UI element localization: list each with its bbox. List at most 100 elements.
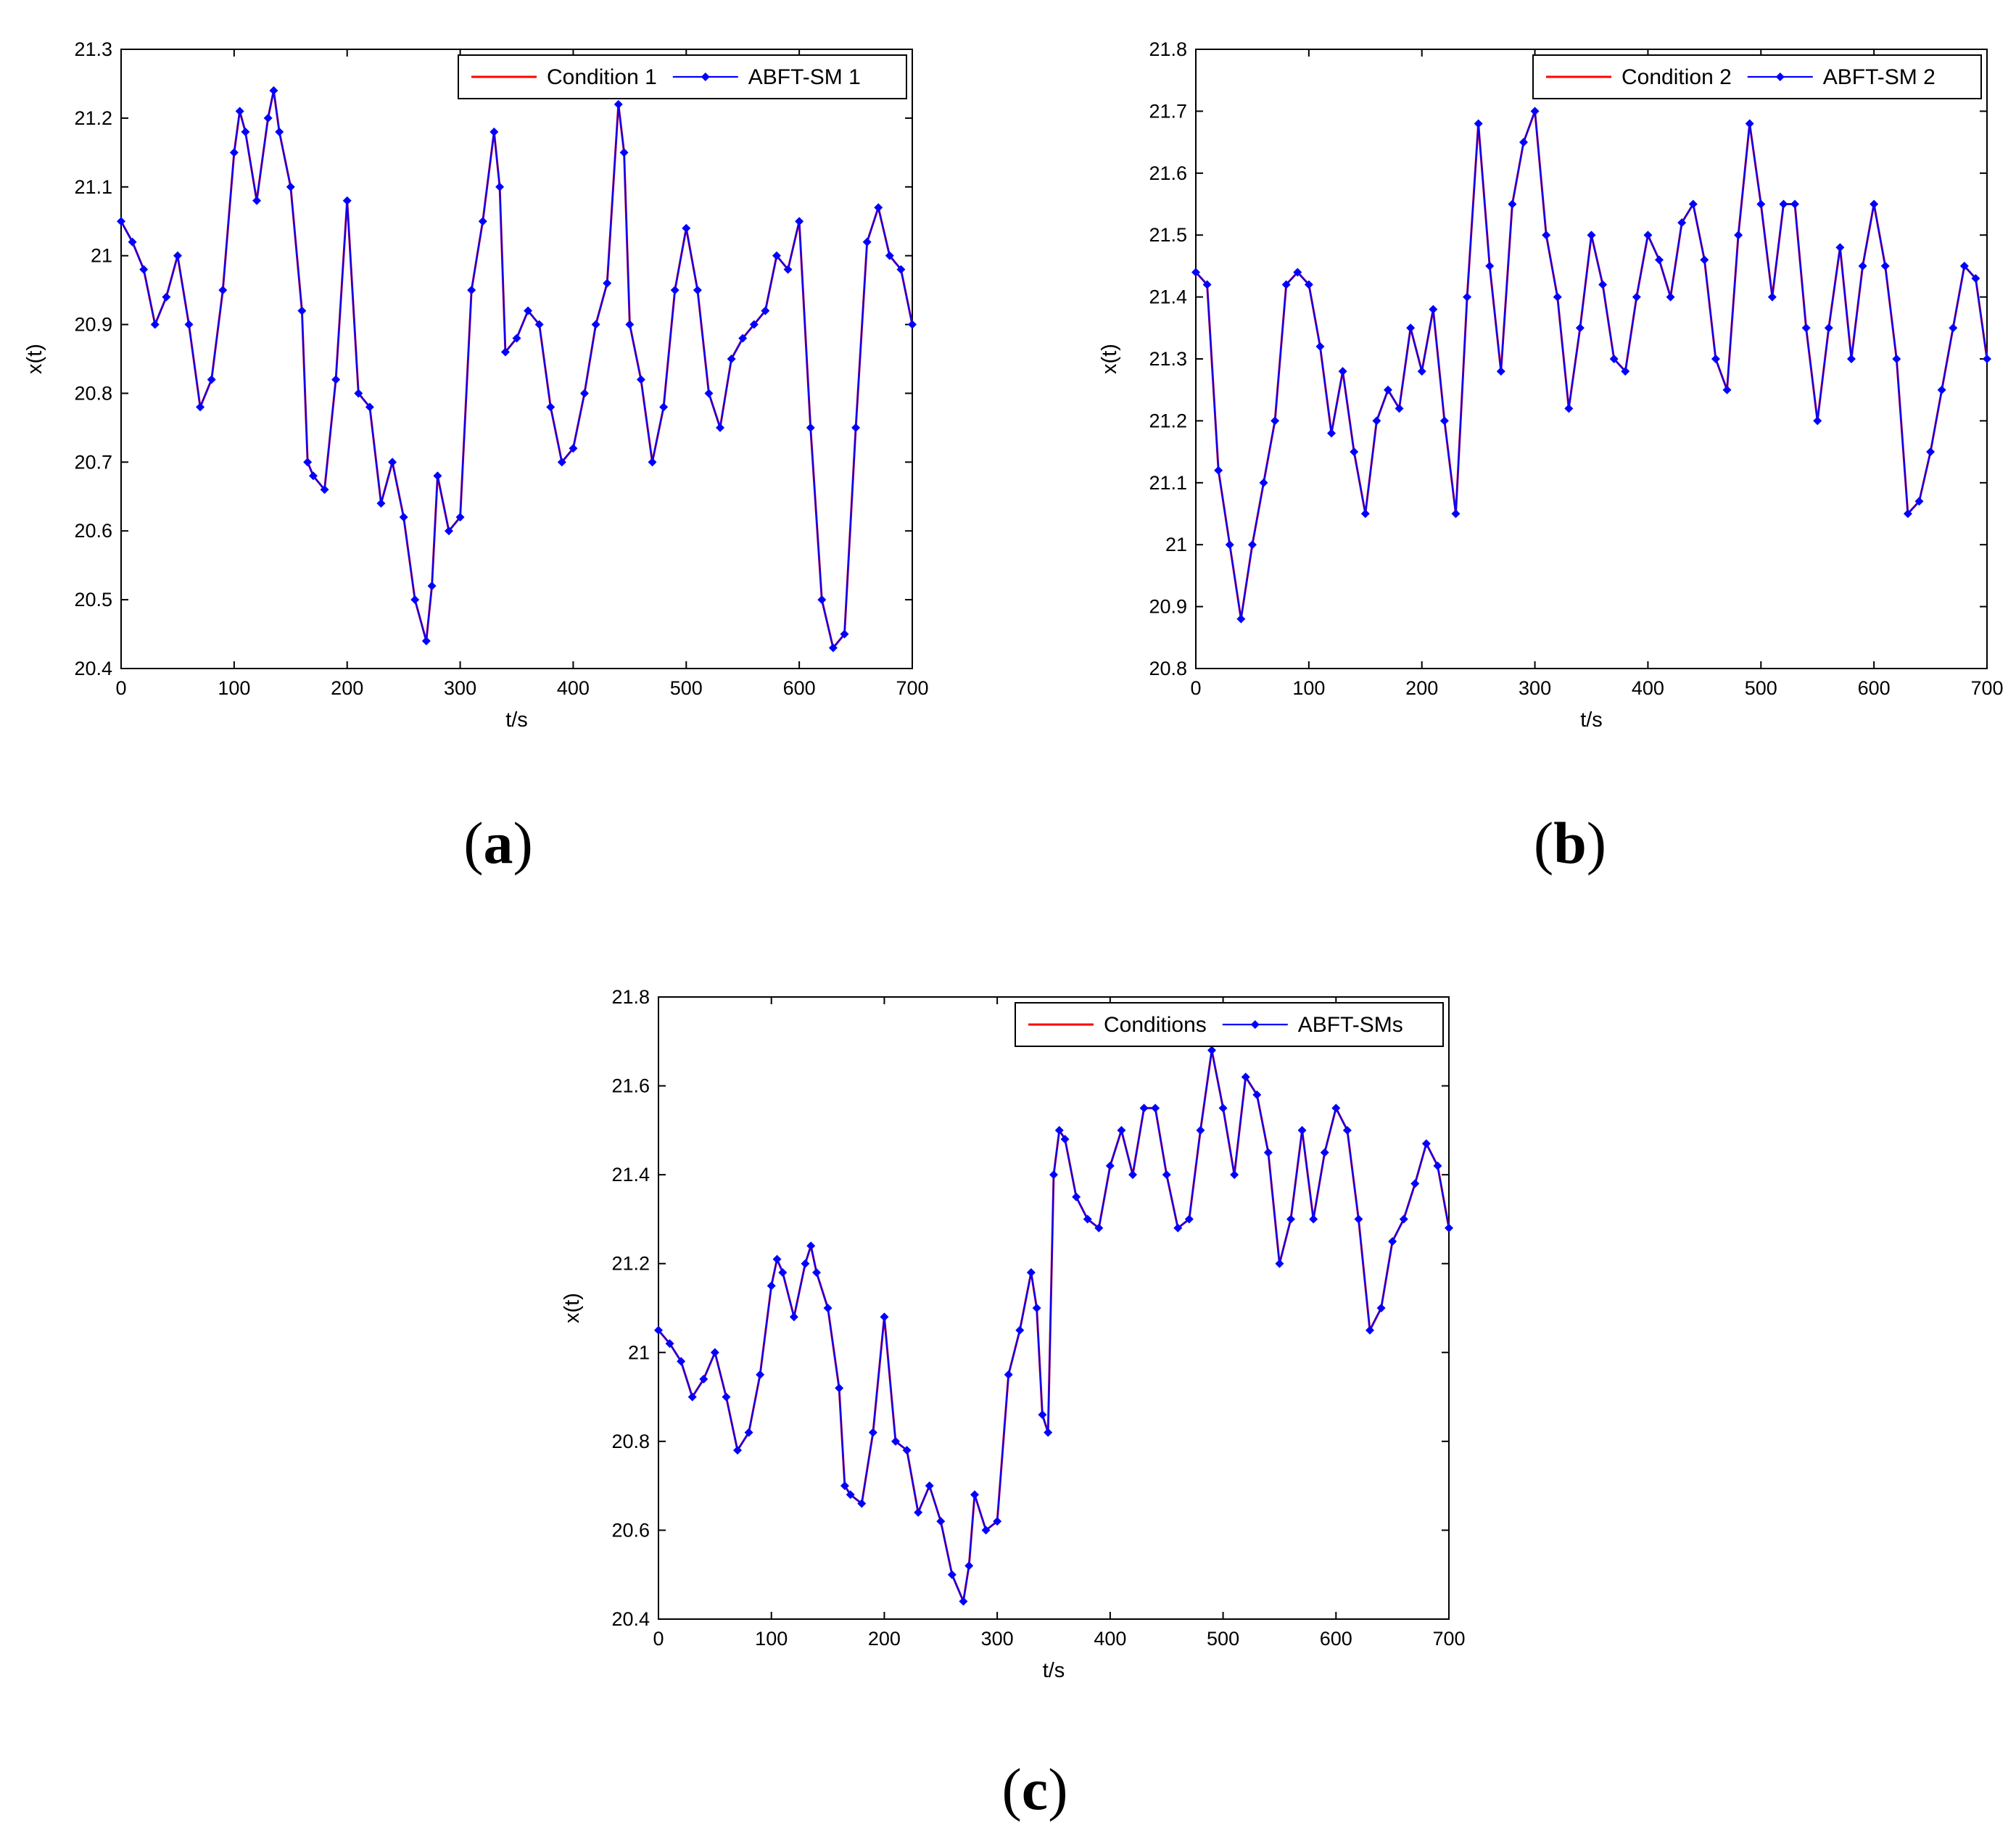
data-point [1496, 367, 1505, 376]
data-point [1060, 1135, 1070, 1144]
y-tick-label: 21.6 [1149, 162, 1187, 184]
data-point [1271, 416, 1280, 426]
data-point [1320, 1148, 1329, 1157]
data-point [1417, 367, 1426, 376]
data-point [603, 278, 612, 288]
data-point [410, 595, 420, 605]
data-point [925, 1481, 934, 1491]
x-tick-label: 600 [783, 677, 816, 699]
data-point [801, 1259, 810, 1268]
data-point [1530, 107, 1540, 116]
data-point [1508, 199, 1517, 209]
x-tick-label: 100 [755, 1628, 788, 1650]
x-tick-label: 600 [1858, 677, 1891, 699]
data-point [1824, 323, 1833, 333]
data-point [1350, 447, 1359, 457]
data-point [1903, 509, 1912, 518]
data-point [885, 251, 894, 260]
data-point [846, 1490, 855, 1499]
data-point [806, 1241, 816, 1251]
data-point [1421, 1139, 1431, 1149]
x-tick-label: 500 [670, 677, 703, 699]
data-point [1026, 1267, 1036, 1277]
data-point [1044, 1428, 1053, 1437]
y-tick-label: 20.6 [611, 1519, 650, 1541]
data-point [512, 334, 521, 343]
panel-label: (c) [1001, 1756, 1067, 1822]
data-point [1252, 1090, 1262, 1099]
data-point [806, 423, 815, 432]
data-point [1892, 355, 1901, 363]
data-point [1184, 1215, 1194, 1224]
data-point [1128, 1170, 1137, 1180]
x-tick-label: 400 [1094, 1628, 1126, 1650]
data-point [235, 107, 244, 116]
data-point [241, 127, 250, 136]
data-point [1632, 292, 1641, 302]
data-point [1790, 199, 1800, 209]
data-point [1677, 218, 1687, 228]
data-point [303, 458, 313, 467]
data-point [862, 237, 872, 247]
data-point [376, 499, 386, 508]
x-tick-label: 0 [653, 1628, 664, 1650]
y-tick-label: 21.3 [1149, 348, 1187, 370]
x-axis-label: t/s [1580, 708, 1603, 732]
data-point [1004, 1370, 1013, 1379]
data-point [857, 1499, 867, 1508]
data-point [659, 402, 669, 412]
data-point [1711, 355, 1720, 363]
data-point [614, 99, 623, 109]
data-point [286, 182, 295, 191]
legend-marker [701, 73, 710, 81]
y-tick-label: 21.2 [1149, 410, 1187, 431]
x-tick-label: 500 [1745, 677, 1777, 699]
data-point [1485, 261, 1495, 270]
y-axis-label: x(t) [1098, 344, 1121, 374]
data-point [1304, 280, 1313, 289]
legend-label: Condition 1 [547, 65, 657, 89]
data-point [1388, 1237, 1397, 1246]
x-tick-label: 200 [1405, 677, 1438, 699]
data-point [269, 86, 278, 95]
data-point [524, 306, 533, 315]
data-point [229, 148, 239, 157]
data-point [851, 423, 861, 432]
data-point [354, 389, 363, 398]
data-point [184, 320, 194, 329]
legend-label: ABFT-SM 2 [1823, 65, 1936, 89]
data-point [817, 595, 827, 605]
plot-area [658, 996, 1450, 1620]
data-point [1162, 1170, 1171, 1180]
data-point [444, 526, 453, 536]
data-point [1983, 355, 1991, 363]
data-point [1926, 447, 1936, 457]
y-axis-label: x(t) [23, 344, 46, 374]
data-point [964, 1561, 974, 1571]
x-tick-label: 0 [115, 677, 126, 699]
data-point [959, 1597, 968, 1606]
data-point [1643, 231, 1653, 240]
data-point [1700, 255, 1709, 265]
data-point [722, 1392, 731, 1402]
data-point [1376, 1304, 1386, 1312]
data-point [761, 306, 770, 315]
data-point [1598, 280, 1608, 289]
data-point [297, 306, 307, 315]
legend-marker [1775, 73, 1785, 81]
y-tick-label: 20.8 [1149, 658, 1187, 679]
data-point [1196, 1125, 1205, 1135]
data-point [795, 217, 804, 226]
data-point [1338, 367, 1347, 376]
chart-b: 0 100 200 300 400 500 600 700 20.8 20.9 21 21.1 21.2… [1098, 38, 2004, 876]
data-point [1049, 1170, 1058, 1180]
data-point [1971, 273, 1980, 283]
data-point [874, 203, 883, 212]
data-point [1575, 323, 1585, 333]
data-point [1835, 243, 1845, 252]
data-point [772, 1254, 782, 1264]
x-tick-label: 700 [1970, 677, 2003, 699]
data-point [716, 423, 725, 432]
data-point [1937, 385, 1946, 394]
